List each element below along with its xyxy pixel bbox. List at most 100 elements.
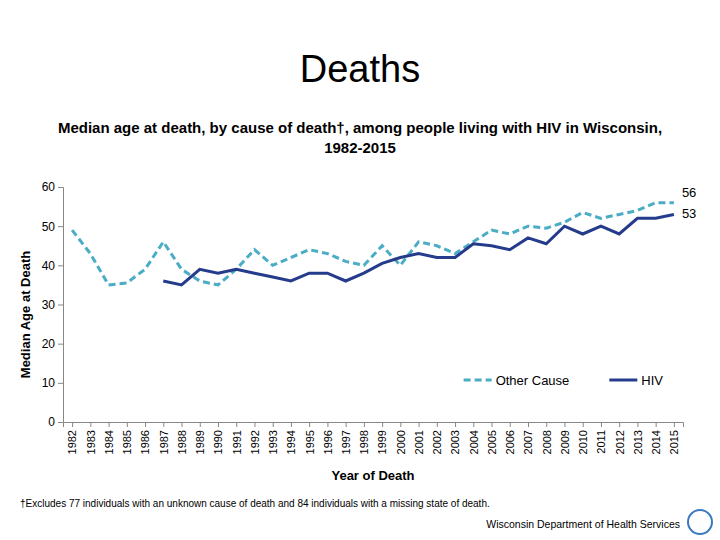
- tick-mark: [473, 422, 474, 427]
- tick: 1995: [304, 422, 316, 454]
- tick-mark: [564, 422, 565, 427]
- tick-mark: [236, 422, 237, 427]
- tick: 50: [42, 220, 63, 234]
- tick-mark: [601, 422, 602, 427]
- tick-mark: [455, 422, 456, 427]
- tick-label: 1994: [285, 430, 297, 454]
- tick-label: 2009: [559, 430, 571, 454]
- tick-label: 2014: [650, 430, 662, 454]
- axis-line: [64, 423, 684, 428]
- tick: 1996: [322, 422, 334, 454]
- tick-mark: [309, 422, 310, 427]
- tick-mark: [127, 422, 128, 427]
- tick: 20: [42, 337, 63, 351]
- tick-label: 1988: [176, 430, 188, 454]
- tick-mark: [382, 422, 383, 427]
- tick-label: 2005: [486, 430, 498, 454]
- legend-label: Other Cause: [496, 373, 570, 388]
- tick-mark: [218, 422, 219, 427]
- tick: 1999: [376, 422, 388, 454]
- tick: 1985: [121, 422, 133, 454]
- tick-mark: [528, 422, 529, 427]
- tick: 1987: [158, 422, 170, 454]
- tick-mark: [674, 422, 675, 427]
- series-line: [72, 203, 674, 285]
- tick-label: 2010: [577, 430, 589, 454]
- tick: 1992: [249, 422, 261, 454]
- tick-mark: [163, 422, 164, 427]
- tick-label: 2007: [522, 430, 534, 454]
- tick-label: 50: [42, 220, 56, 234]
- tick-label: 1997: [340, 430, 352, 454]
- tick: 2007: [522, 422, 534, 454]
- subtitle: Median age at death, by cause of death†,…: [58, 119, 662, 156]
- tick-mark: [58, 422, 63, 423]
- tick: 2012: [614, 422, 626, 454]
- tick: 1991: [231, 422, 243, 454]
- tick: 10: [42, 376, 63, 390]
- tick-mark: [510, 422, 511, 427]
- tick-mark: [254, 422, 255, 427]
- tick-mark: [145, 422, 146, 427]
- tick: 1984: [103, 422, 115, 454]
- tick: 2010: [577, 422, 589, 454]
- tick: 60: [42, 180, 63, 194]
- tick-label: 2012: [614, 430, 626, 454]
- tick-label: 2011: [595, 430, 607, 454]
- tick: 2008: [541, 422, 553, 454]
- tick-label: 2006: [504, 430, 516, 454]
- tick-label: 2004: [468, 430, 480, 454]
- tick-label: 1999: [376, 430, 388, 454]
- tick-mark: [58, 187, 63, 188]
- tick-label: 1982: [66, 430, 78, 454]
- tick: 30: [42, 298, 63, 312]
- tick-mark: [200, 422, 201, 427]
- tick-label: 40: [42, 259, 56, 273]
- legend-swatch: [609, 379, 637, 382]
- legend-item: HIV: [609, 373, 663, 388]
- tick: 40: [42, 259, 63, 273]
- tick: 1997: [340, 422, 352, 454]
- title: Deaths: [300, 48, 420, 90]
- tick: 1990: [212, 422, 224, 454]
- tick-label: 2008: [541, 430, 553, 454]
- tick-mark: [546, 422, 547, 427]
- tick-label: 1986: [139, 430, 151, 454]
- tick-mark: [492, 422, 493, 427]
- tick-mark: [58, 344, 63, 345]
- tick-label: 20: [42, 337, 56, 351]
- tick: 2002: [431, 422, 443, 454]
- tick-label: 1987: [158, 430, 170, 454]
- legend-swatch: [464, 379, 492, 382]
- tick-mark: [364, 422, 365, 427]
- series-line: [163, 214, 674, 284]
- tick-mark: [327, 422, 328, 427]
- tick-label: 1992: [249, 430, 261, 454]
- tick: 2013: [632, 422, 644, 454]
- tick: 1993: [267, 422, 279, 454]
- tick-mark: [58, 265, 63, 266]
- footnote: †Excludes 77 individuals with an unknown…: [20, 498, 490, 509]
- tick-label: 60: [42, 180, 56, 194]
- plot-area: [72, 203, 674, 285]
- tick: 2011: [595, 422, 607, 454]
- tick-mark: [182, 422, 183, 427]
- x-axis: 1982 1983 1984 1985 1986 1987 1988 1989 1990 1991…: [64, 422, 684, 454]
- tick: 1986: [139, 422, 151, 454]
- tick: 2006: [504, 422, 516, 454]
- tick: 2004: [468, 422, 480, 454]
- tick-label: 1995: [304, 430, 316, 454]
- y-axis: 0102030405060: [42, 180, 64, 429]
- tick: 2014: [650, 422, 662, 454]
- tick-mark: [419, 422, 420, 427]
- tick-label: 1989: [194, 430, 206, 454]
- axis-line: [58, 188, 64, 423]
- tick-mark: [583, 422, 584, 427]
- tick-label: 1983: [85, 430, 97, 454]
- tick-mark: [72, 422, 73, 427]
- tick-mark: [109, 422, 110, 427]
- tick: 2015: [668, 422, 680, 454]
- tick-mark: [637, 422, 638, 427]
- tick-label: 1985: [121, 430, 133, 454]
- legend-item: Other Cause: [464, 373, 570, 388]
